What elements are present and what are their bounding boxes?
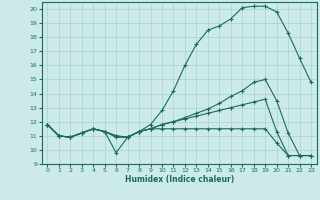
- X-axis label: Humidex (Indice chaleur): Humidex (Indice chaleur): [124, 175, 234, 184]
